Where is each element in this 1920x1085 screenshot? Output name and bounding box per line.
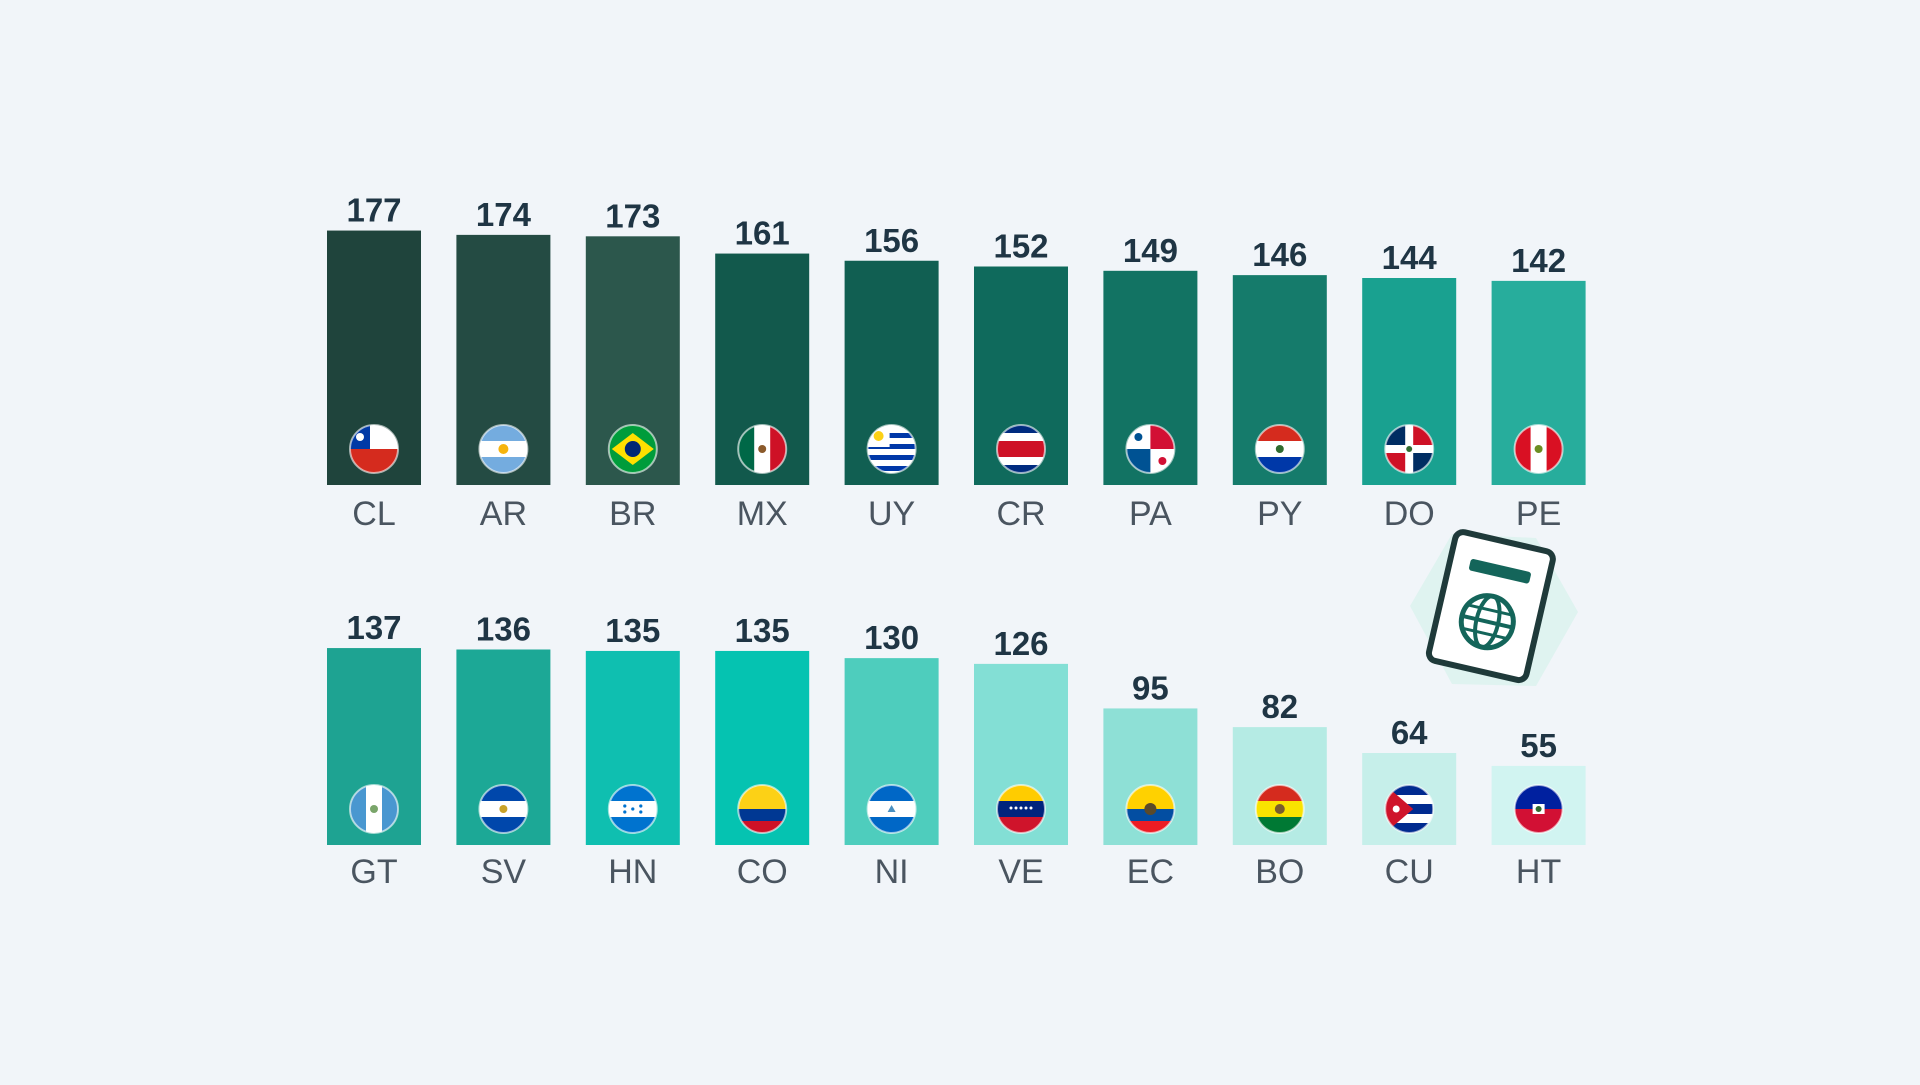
- category-label-ar: AR: [480, 495, 527, 533]
- haiti-flag-icon: [1513, 784, 1564, 834]
- category-label-ec: EC: [1127, 853, 1174, 891]
- venezuela-flag-icon: [996, 784, 1046, 834]
- brazil-flag-icon: [607, 424, 658, 474]
- value-label-br: 173: [605, 197, 660, 234]
- ecuador-flag-icon: [1125, 784, 1176, 834]
- value-label-sv: 136: [476, 611, 531, 648]
- value-label-pa: 149: [1123, 232, 1178, 269]
- value-label-cl: 177: [346, 192, 401, 229]
- category-label-co: CO: [737, 853, 788, 891]
- value-label-ni: 130: [864, 619, 919, 656]
- category-label-ve: VE: [998, 853, 1043, 891]
- category-label-pa: PA: [1129, 495, 1172, 533]
- bolivia-flag-icon: [1254, 784, 1305, 834]
- bar-chart-row-2: 137 GT 136 SV 135 HN 135 CO 130 NI 126 VE 95 EC 82 BO 64…: [327, 609, 1586, 891]
- value-label-ar: 174: [476, 196, 532, 233]
- value-label-ht: 55: [1520, 727, 1557, 764]
- value-label-cu: 64: [1391, 714, 1428, 751]
- category-label-cl: CL: [352, 495, 395, 533]
- cuba-flag-icon: [1384, 784, 1435, 834]
- value-label-pe: 142: [1511, 242, 1566, 279]
- honduras-flag-icon: [607, 784, 658, 834]
- value-label-ve: 126: [993, 625, 1048, 662]
- value-label-gt: 137: [346, 609, 401, 646]
- category-label-uy: UY: [868, 495, 915, 533]
- category-label-cr: CR: [996, 495, 1045, 533]
- mexico-flag-icon: [737, 424, 788, 474]
- value-label-uy: 156: [864, 222, 919, 259]
- peru-flag-icon: [1513, 424, 1564, 474]
- paraguay-flag-icon: [1254, 424, 1305, 474]
- category-label-hn: HN: [608, 853, 657, 891]
- category-label-ht: HT: [1516, 853, 1561, 891]
- guatemala-flag-icon: [349, 784, 399, 834]
- category-label-gt: GT: [350, 853, 397, 891]
- panama-flag-icon: [1125, 424, 1176, 474]
- colombia-flag-icon: [737, 784, 788, 834]
- category-label-py: PY: [1257, 495, 1302, 533]
- el-salvador-flag-icon: [478, 784, 529, 834]
- category-label-ni: NI: [875, 853, 909, 891]
- category-label-mx: MX: [737, 495, 788, 533]
- value-label-co: 135: [735, 612, 790, 649]
- argentina-flag-icon: [478, 424, 529, 474]
- value-label-hn: 135: [605, 612, 660, 649]
- category-label-do: DO: [1384, 495, 1435, 533]
- value-label-do: 144: [1382, 239, 1438, 276]
- value-label-mx: 161: [735, 215, 790, 252]
- category-label-sv: SV: [481, 853, 527, 891]
- passport-icon: [1410, 529, 1578, 686]
- chile-flag-icon: [349, 424, 399, 474]
- nicaragua-flag-icon: [866, 784, 917, 834]
- uruguay-flag-icon: [866, 424, 917, 474]
- value-label-cr: 152: [993, 228, 1048, 265]
- category-label-br: BR: [609, 495, 656, 533]
- value-label-ec: 95: [1132, 669, 1169, 706]
- category-label-cu: CU: [1385, 853, 1434, 891]
- value-label-py: 146: [1252, 236, 1307, 273]
- bar-chart-row-1: 177 CL 174 AR 173 BR 161 MX 156 UY 152 CR 149 PA 146 PY…: [327, 192, 1586, 533]
- category-label-bo: BO: [1255, 853, 1304, 891]
- dominican-republic-flag-icon: [1384, 424, 1435, 474]
- category-label-pe: PE: [1516, 495, 1561, 533]
- costa-rica-flag-icon: [996, 424, 1046, 474]
- value-label-bo: 82: [1261, 688, 1298, 725]
